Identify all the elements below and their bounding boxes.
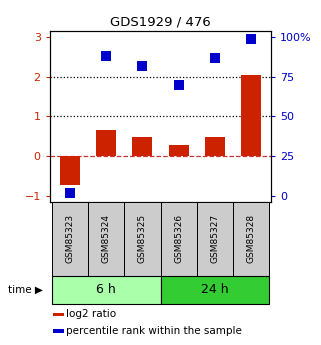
Text: GSM85328: GSM85328 <box>247 214 256 264</box>
Text: percentile rank within the sample: percentile rank within the sample <box>66 326 242 336</box>
Text: GSM85324: GSM85324 <box>101 214 110 264</box>
Point <box>67 190 72 196</box>
Bar <box>52 202 88 276</box>
Point <box>249 36 254 41</box>
Bar <box>160 276 269 304</box>
Bar <box>205 138 225 156</box>
Bar <box>160 202 197 276</box>
Bar <box>53 329 64 333</box>
Text: GSM85323: GSM85323 <box>65 214 74 264</box>
Bar <box>88 202 124 276</box>
Point <box>176 82 181 87</box>
Bar <box>124 202 160 276</box>
Text: GSM85327: GSM85327 <box>211 214 220 264</box>
Text: 24 h: 24 h <box>201 283 229 296</box>
Text: GDS1929 / 476: GDS1929 / 476 <box>110 16 211 29</box>
Text: time ▶: time ▶ <box>8 285 43 295</box>
Text: GSM85326: GSM85326 <box>174 214 183 264</box>
Text: 6 h: 6 h <box>96 283 116 296</box>
Bar <box>132 137 152 156</box>
Bar <box>197 202 233 276</box>
Bar <box>233 202 269 276</box>
Point <box>140 63 145 68</box>
Text: GSM85325: GSM85325 <box>138 214 147 264</box>
Point <box>103 53 108 59</box>
Bar <box>169 145 189 156</box>
Bar <box>52 276 160 304</box>
Bar <box>53 313 64 316</box>
Point <box>213 55 218 60</box>
Text: log2 ratio: log2 ratio <box>66 309 117 319</box>
Bar <box>96 130 116 156</box>
Bar <box>60 156 80 185</box>
Bar <box>241 75 261 156</box>
